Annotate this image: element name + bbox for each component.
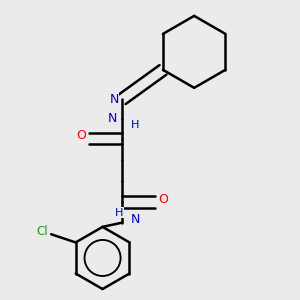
Text: Cl: Cl — [36, 225, 48, 238]
Text: N: N — [109, 93, 119, 106]
Text: O: O — [158, 193, 168, 206]
Text: H: H — [115, 208, 123, 218]
Text: N: N — [130, 213, 140, 226]
Text: O: O — [76, 129, 86, 142]
Text: N: N — [108, 112, 117, 125]
Text: H: H — [131, 121, 140, 130]
